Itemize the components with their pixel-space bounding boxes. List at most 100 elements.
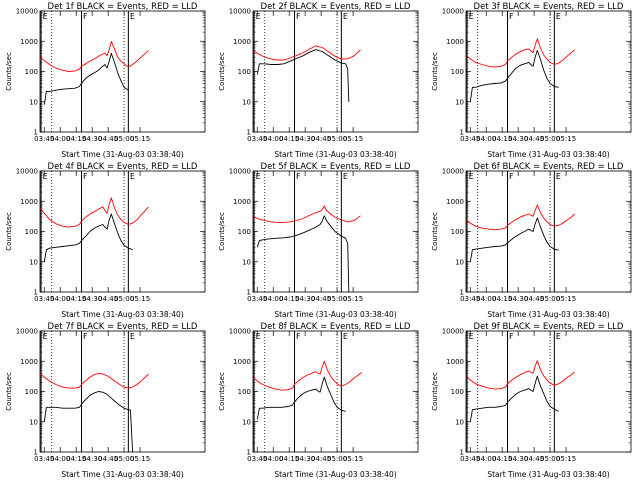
x-axis-label: Start Time (31-Aug-03 03:38:40)	[487, 310, 609, 319]
x-tick-label: 05:00	[540, 295, 560, 303]
series-line-lld	[466, 360, 575, 390]
y-tick-label: 1000	[20, 358, 38, 366]
chart-title: Det 6f BLACK = Events, RED = LLD	[474, 162, 624, 172]
y-tick-label: 100	[238, 68, 251, 76]
y-tick-label: 1	[460, 449, 464, 457]
time-marker-label: E	[469, 332, 474, 341]
x-tick-label: 04:45	[311, 295, 331, 303]
series-line-events	[43, 391, 134, 452]
x-tick-label: 03:45	[247, 455, 267, 463]
x-tick-label: 05:00	[114, 135, 134, 143]
chart-panel-det8f: Det 8f BLACK = Events, RED = LLD Counts/s…	[218, 322, 419, 479]
y-tick-label: 10000	[442, 328, 464, 336]
y-axis-label: Counts/sec	[431, 372, 439, 411]
x-tick-label: 04:45	[524, 135, 544, 143]
y-tick-label: 10000	[229, 168, 251, 176]
plot-frame	[465, 170, 632, 293]
y-tick-label: 1	[34, 289, 38, 297]
y-tick-label: 100	[238, 388, 251, 396]
chart-title: Det 8f BLACK = Events, RED = LLD	[261, 322, 411, 332]
plot-frame	[252, 330, 419, 453]
y-tick-label: 10	[29, 98, 38, 106]
time-marker-label: E	[343, 332, 348, 341]
x-tick-label: 04:45	[524, 455, 544, 463]
y-axis-label: Counts/sec	[218, 212, 226, 251]
series-line-lld	[40, 40, 149, 72]
y-tick-label: 10	[455, 98, 464, 106]
x-tick-label: 05:15	[130, 135, 150, 143]
x-axis-label: Start Time (31-Aug-03 03:38:40)	[61, 470, 183, 479]
series-line-events	[469, 49, 559, 102]
time-marker-label: E	[43, 12, 48, 21]
x-tick-label: 04:00	[50, 455, 70, 463]
x-tick-label: 04:30	[82, 295, 102, 303]
x-tick-label: 05:00	[327, 135, 347, 143]
series-line-lld	[466, 38, 575, 68]
chart-panel-det7f: Det 7f BLACK = Events, RED = LLD Counts/s…	[5, 322, 206, 479]
time-marker-label: E	[469, 172, 474, 181]
y-tick-label: 100	[238, 228, 251, 236]
x-tick-label: 05:15	[556, 295, 576, 303]
x-tick-label: 04:45	[524, 295, 544, 303]
y-tick-label: 1000	[446, 198, 464, 206]
chart-title: Det 9f BLACK = Events, RED = LLD	[474, 322, 624, 332]
x-axis-label: Start Time (31-Aug-03 03:38:40)	[61, 310, 183, 319]
y-tick-label: 1	[247, 129, 251, 137]
x-tick-label: 04:30	[295, 295, 315, 303]
plot-frame	[465, 330, 632, 453]
y-tick-label: 1	[460, 129, 464, 137]
series-line-lld	[253, 205, 361, 223]
x-tick-label: 05:15	[343, 295, 363, 303]
y-tick-label: 1	[247, 449, 251, 457]
time-marker-label: E	[556, 12, 561, 21]
chart-title: Det 5f BLACK = Events, RED = LLD	[261, 162, 411, 172]
chart-title: Det 4f BLACK = Events, RED = LLD	[48, 162, 198, 172]
x-tick-label: 03:45	[460, 295, 480, 303]
x-tick-label: 05:15	[130, 455, 150, 463]
x-tick-label: 03:45	[247, 295, 267, 303]
series-line-lld	[40, 372, 149, 389]
series-line-lld	[466, 204, 575, 231]
chart-panel-det9f: Det 9f BLACK = Events, RED = LLD Counts/s…	[431, 322, 632, 479]
y-axis-label: Counts/sec	[218, 52, 226, 91]
y-tick-label: 1	[34, 129, 38, 137]
x-tick-label: 05:00	[327, 455, 347, 463]
x-tick-label: 03:45	[34, 455, 54, 463]
x-tick-label: 05:15	[130, 295, 150, 303]
time-marker-label: E	[256, 12, 261, 21]
y-tick-label: 10	[242, 98, 251, 106]
x-axis-label: Start Time (31-Aug-03 03:38:40)	[487, 470, 609, 479]
y-tick-label: 100	[25, 388, 38, 396]
time-marker-label: E	[469, 12, 474, 21]
series-line-events	[43, 213, 133, 262]
x-tick-label: 03:45	[460, 455, 480, 463]
x-axis-label: Start Time (31-Aug-03 03:38:40)	[274, 470, 396, 479]
x-axis-label: Start Time (31-Aug-03 03:38:40)	[487, 150, 609, 159]
chart-title: Det 1f BLACK = Events, RED = LLD	[48, 2, 198, 12]
x-tick-label: 04:15	[492, 135, 512, 143]
chart-title: Det 7f BLACK = Events, RED = LLD	[48, 322, 198, 332]
time-marker-label: E	[43, 332, 48, 341]
time-marker-label: E	[43, 172, 48, 181]
chart-title: Det 3f BLACK = Events, RED = LLD	[474, 2, 624, 12]
x-tick-label: 04:15	[279, 135, 299, 143]
y-tick-label: 100	[451, 388, 464, 396]
series-line-lld	[253, 45, 361, 61]
y-tick-label: 100	[451, 68, 464, 76]
series-line-events	[43, 52, 129, 105]
x-tick-label: 04:45	[98, 455, 118, 463]
x-tick-label: 03:45	[247, 135, 267, 143]
y-tick-label: 10000	[229, 328, 251, 336]
plot-frame	[39, 330, 206, 453]
x-tick-label: 03:45	[34, 295, 54, 303]
time-marker-label: E	[130, 172, 135, 181]
series-line-events	[469, 217, 559, 262]
time-marker-label: E	[556, 172, 561, 181]
chart-panel-det2f: Det 2f BLACK = Events, RED = LLD Counts/s…	[218, 2, 419, 159]
x-tick-label: 05:00	[114, 455, 134, 463]
time-marker-label: F	[509, 172, 514, 181]
chart-panel-det1f: Det 1f BLACK = Events, RED = LLD Counts/s…	[5, 2, 206, 159]
x-tick-label: 04:15	[66, 455, 86, 463]
y-tick-label: 1000	[233, 198, 251, 206]
y-tick-label: 10	[29, 258, 38, 266]
